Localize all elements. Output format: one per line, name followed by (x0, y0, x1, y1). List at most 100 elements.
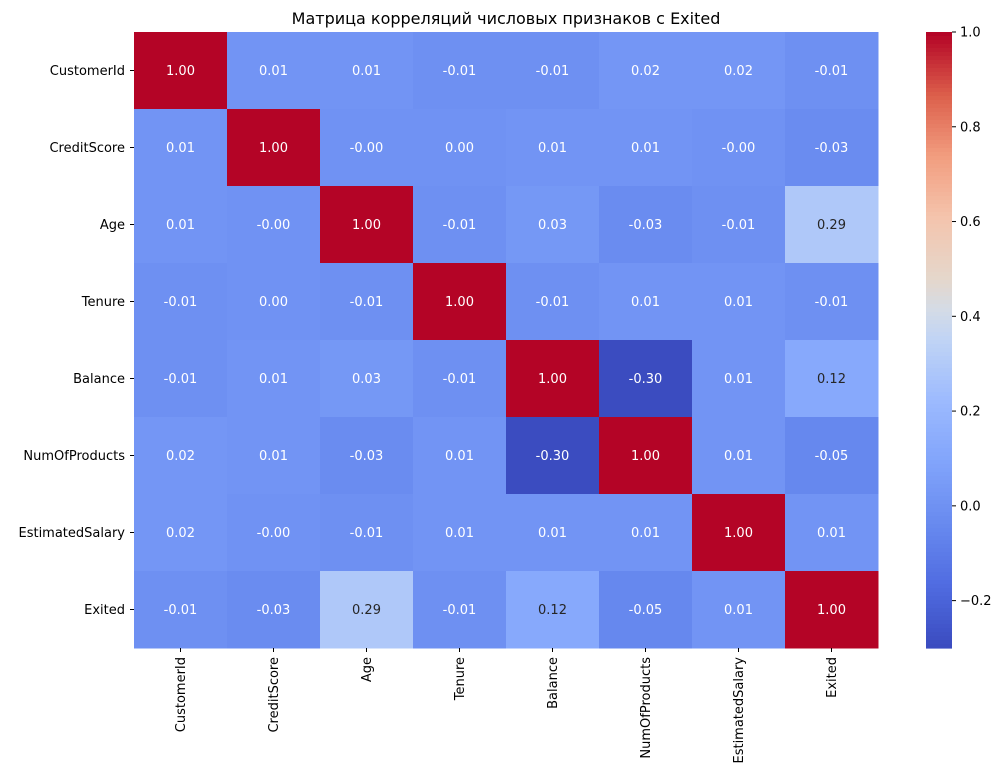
colorbar-segment (926, 336, 952, 341)
colorbar-segment (926, 624, 952, 629)
colorbar-segment (926, 292, 952, 297)
heatmap-cell-Tenure-CustomerId (134, 263, 228, 341)
cell-value-label: 0.03 (352, 372, 381, 387)
colorbar-segment (926, 80, 952, 85)
cell-value-label: -0.01 (536, 64, 570, 79)
heatmap-cell-Exited-Balance (506, 571, 600, 649)
colorbar-segment (926, 628, 952, 633)
colorbar-segment (926, 408, 952, 413)
heatmap-cell-Balance-CustomerId (134, 340, 228, 418)
y-tick-label: EstimatedSalary (18, 526, 125, 541)
colorbar-segment (926, 204, 952, 209)
colorbar-segment (926, 620, 952, 625)
colorbar-segment (926, 160, 952, 165)
cell-value-label: -0.01 (164, 295, 198, 310)
colorbar-segment (926, 500, 952, 505)
heatmap-cell-Exited-CustomerId (134, 571, 228, 649)
cell-value-label: 1.00 (445, 295, 474, 310)
cell-value-label: -0.00 (257, 218, 291, 233)
colorbar-segment (926, 32, 952, 37)
cell-value-label: 0.00 (259, 295, 288, 310)
colorbar-segment (926, 44, 952, 49)
heatmap-cell-Age-Exited (785, 186, 879, 264)
colorbar-segment (926, 208, 952, 213)
cell-value-label: -0.30 (629, 372, 663, 387)
colorbar-segment (926, 424, 952, 429)
cell-value-label: 0.01 (631, 295, 660, 310)
heatmap-cell-Exited-Tenure (413, 571, 507, 649)
cell-value-label: 0.01 (724, 449, 753, 464)
colorbar-segment (926, 464, 952, 469)
colorbar-tick-label: 1.0 (960, 26, 981, 41)
colorbar-segment (926, 588, 952, 593)
colorbar-segment (926, 296, 952, 301)
colorbar-segment (926, 432, 952, 437)
colorbar-segment (926, 52, 952, 57)
colorbar-segment (926, 512, 952, 517)
colorbar-segment (926, 268, 952, 273)
colorbar-segment (926, 256, 952, 261)
colorbar-segment (926, 36, 952, 41)
heatmap-cell-Age-Balance (506, 186, 600, 264)
colorbar-segment (926, 504, 952, 509)
cell-value-label: -0.00 (722, 141, 756, 156)
cell-value-label: -0.01 (443, 603, 477, 618)
colorbar-segment (926, 480, 952, 485)
colorbar-segment (926, 244, 952, 249)
colorbar-segment (926, 56, 952, 61)
heatmap-cell-EstimatedSalary-NumOfProducts (599, 494, 693, 572)
colorbar-segment (926, 320, 952, 325)
colorbar-segment (926, 496, 952, 501)
colorbar-segment (926, 560, 952, 565)
cell-value-label: 0.01 (631, 141, 660, 156)
colorbar: −0.2 0.0 0.2 0.4 0.6 0.8 1.0 (926, 26, 992, 649)
colorbar-segment (926, 380, 952, 385)
heatmap-cell-Balance-Age (320, 340, 414, 418)
heatmap-cell-Exited-CreditScore (227, 571, 321, 649)
heatmap-cell-Age-Tenure (413, 186, 507, 264)
cell-value-label: 1.00 (538, 372, 567, 387)
colorbar-segment (926, 440, 952, 445)
heatmap-cells: 1.00 0.01 0.01 -0.01 -0.01 0.02 0.02 -0.01 0.01 1… (134, 32, 879, 649)
cell-value-label: 0.01 (724, 372, 753, 387)
colorbar-segment (926, 332, 952, 337)
heatmap-cell-Balance-EstimatedSalary (692, 340, 786, 418)
cell-value-label: 0.12 (538, 603, 567, 618)
x-tick-label: Tenure (453, 657, 468, 701)
colorbar-segment (926, 608, 952, 613)
heatmap-cell-Balance-Tenure (413, 340, 507, 418)
x-tick-label: NumOfProducts (639, 657, 654, 759)
cell-value-label: -0.01 (815, 64, 849, 79)
cell-value-label: 0.01 (817, 526, 846, 541)
colorbar-segment (926, 92, 952, 97)
cell-value-label: -0.01 (722, 218, 756, 233)
colorbar-segment (926, 556, 952, 561)
cell-value-label: -0.01 (350, 526, 384, 541)
colorbar-segment (926, 72, 952, 77)
heatmap-cell-Balance-CreditScore (227, 340, 321, 418)
colorbar-segment (926, 284, 952, 289)
colorbar-segment (926, 104, 952, 109)
colorbar-segment (926, 108, 952, 113)
colorbar-segment (926, 428, 952, 433)
heatmap-cell-NumOfProducts-NumOfProducts (599, 417, 693, 495)
colorbar-segment (926, 580, 952, 585)
colorbar-segment (926, 460, 952, 465)
colorbar-segment (926, 200, 952, 205)
y-tick-label: Age (100, 218, 125, 233)
cell-value-label: 0.02 (631, 64, 660, 79)
cell-value-label: 0.01 (166, 218, 195, 233)
colorbar-segment (926, 472, 952, 477)
colorbar-segment (926, 172, 952, 177)
heatmap-cell-CustomerId-NumOfProducts (599, 32, 693, 110)
heatmap-cell-CreditScore-Exited (785, 109, 879, 187)
heatmap-cell-Tenure-Age (320, 263, 414, 341)
chart-title: Матрица корреляций числовых признаков с … (292, 9, 721, 28)
heatmap-cell-CreditScore-NumOfProducts (599, 109, 693, 187)
cell-value-label: 0.00 (445, 141, 474, 156)
heatmap-cell-EstimatedSalary-Balance (506, 494, 600, 572)
cell-value-label: 0.03 (538, 218, 567, 233)
colorbar-segment (926, 264, 952, 269)
heatmap-cell-CustomerId-EstimatedSalary (692, 32, 786, 110)
colorbar-segment (926, 536, 952, 541)
